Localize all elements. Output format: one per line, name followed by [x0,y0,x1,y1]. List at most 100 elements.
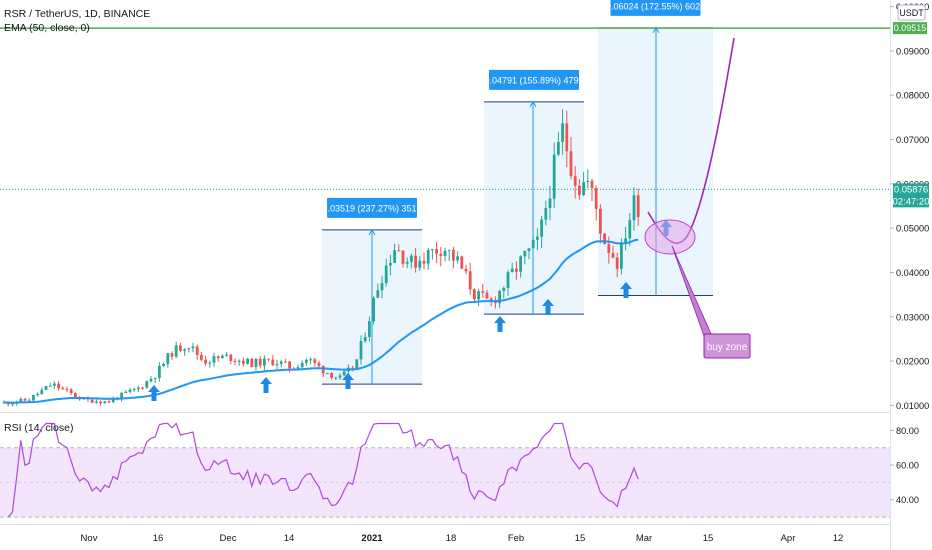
candle-body[interactable] [607,244,611,253]
candle-body[interactable] [548,198,552,208]
candle-body[interactable] [506,272,510,289]
candle-body[interactable] [263,358,266,366]
candle-body[interactable] [552,154,556,199]
candle-body[interactable] [519,256,522,272]
candle-body[interactable] [137,387,140,390]
candle-body[interactable] [573,176,577,186]
candle-body[interactable] [2,402,6,404]
candle-body[interactable] [464,268,468,272]
candle-body[interactable] [166,353,170,364]
candle-body[interactable] [540,219,543,237]
candle-body[interactable] [481,291,485,293]
candle-body[interactable] [204,359,207,364]
candle-body[interactable] [170,353,174,357]
candle-body[interactable] [510,268,514,273]
candle-body[interactable] [296,367,300,369]
candle-body[interactable] [460,256,464,269]
candle-body[interactable] [57,383,60,389]
candle-body[interactable] [599,208,602,234]
buy-zone-callout[interactable]: buy zone [644,219,751,359]
candle-body[interactable] [258,358,262,366]
candle-body[interactable] [468,271,472,290]
resistance-line[interactable] [0,27,890,190]
candle-body[interactable] [594,188,598,209]
candles-layer[interactable] [2,109,640,407]
candle-body[interactable] [523,250,527,257]
candle-body[interactable] [330,372,333,378]
candle-body[interactable] [590,180,594,189]
candle-body[interactable] [372,297,375,322]
candle-body[interactable] [439,253,443,256]
candle-body[interactable] [393,250,396,263]
candle-body[interactable] [11,403,14,405]
candle-body[interactable] [233,360,237,362]
candle-body[interactable] [620,242,623,269]
candle-body[interactable] [321,366,325,374]
candle-body[interactable] [397,250,401,252]
candle-body[interactable] [27,400,31,402]
candle-body[interactable] [44,386,48,390]
candle-body[interactable] [99,401,102,404]
candle-body[interactable] [183,349,186,351]
candle-body[interactable] [414,255,417,268]
candle-body[interactable] [153,377,157,379]
candle-body[interactable] [195,346,199,356]
candle-body[interactable] [376,290,380,298]
candle-body[interactable] [90,399,94,403]
candle-body[interactable] [267,358,270,360]
candle-body[interactable] [229,354,233,361]
candle-body[interactable] [334,377,338,379]
candle-body[interactable] [615,257,619,269]
candle-body[interactable] [426,249,430,264]
candle-body[interactable] [586,180,590,182]
candle-body[interactable] [158,365,161,378]
candle-body[interactable] [355,359,359,369]
candle-body[interactable] [389,262,392,266]
candle-body[interactable] [368,321,371,337]
candle-body[interactable] [557,142,560,155]
candle-body[interactable] [473,289,476,300]
candle-body[interactable] [65,388,69,390]
candle-body[interactable] [456,256,459,261]
candle-body[interactable] [107,401,111,403]
candle-body[interactable] [36,393,39,395]
candle-body[interactable] [19,398,23,403]
candle-body[interactable] [300,362,304,368]
candle-body[interactable] [111,398,115,403]
candle-body[interactable] [531,239,535,249]
candle-body[interactable] [120,392,123,400]
candle-body[interactable] [225,354,228,356]
candle-body[interactable] [212,356,216,363]
candle-body[interactable] [275,363,279,366]
candle-body[interactable] [179,345,182,351]
candle-body[interactable] [246,358,249,364]
candle-body[interactable] [162,363,165,366]
candle-body[interactable] [544,207,548,220]
candle-body[interactable] [380,283,384,291]
candle-body[interactable] [74,392,77,397]
candle-body[interactable] [187,348,191,350]
candle-body[interactable] [254,358,258,368]
candle-body[interactable] [498,291,501,304]
candle-body[interactable] [611,252,615,258]
candle-body[interactable] [431,249,434,251]
candle-body[interactable] [401,250,405,264]
candle-body[interactable] [305,359,308,363]
candle-body[interactable] [489,298,493,302]
candle-body[interactable] [32,394,35,401]
candle-body[interactable] [128,389,132,392]
candle-body[interactable] [191,346,195,349]
candle-body[interactable] [435,249,438,254]
candle-body[interactable] [578,185,581,195]
candle-body[interactable] [632,195,636,221]
candle-body[interactable] [582,181,585,195]
candle-body[interactable] [477,291,480,300]
candle-body[interactable] [418,260,422,268]
candle-body[interactable] [342,371,346,376]
candle-body[interactable] [351,367,354,369]
candle-body[interactable] [628,220,632,239]
candle-body[interactable] [313,359,317,363]
rsi-pane[interactable]: 80.00 60.00 40.00 [0,422,919,518]
candle-body[interactable] [317,362,321,367]
